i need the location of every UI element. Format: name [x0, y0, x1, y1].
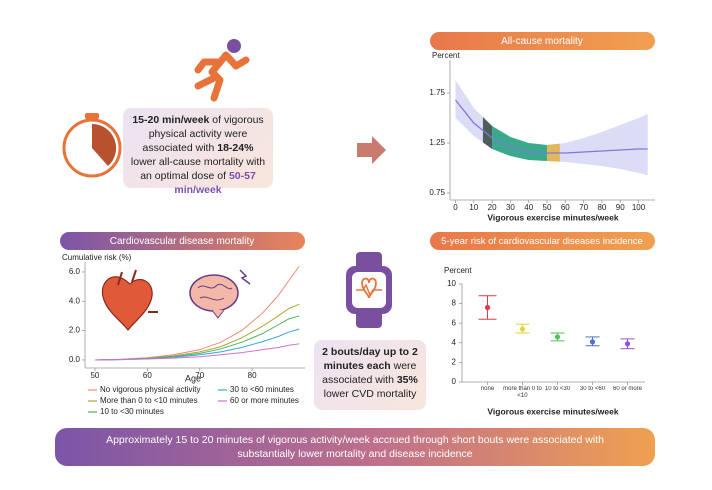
legend-label: No vigorous physical activity	[100, 385, 200, 394]
legend-label: 60 or more minutes	[230, 396, 299, 405]
x-tick-label: 30 to <60	[579, 386, 606, 392]
text: lower all-cause mortality with an optima…	[130, 156, 266, 182]
highlight-text: 18-24%	[217, 142, 254, 154]
x-tick-label: 90	[616, 203, 625, 212]
title-pill	[60, 232, 305, 250]
chart-title: All-cause mortality	[501, 36, 583, 47]
y-tick-label: 10	[447, 279, 456, 288]
y-tick-label: 1.75	[429, 88, 445, 97]
x-tick-label: 50	[543, 203, 552, 212]
x-tick-label: 80	[248, 371, 257, 380]
x-tick-label: 100	[632, 203, 646, 212]
highlight-text: 15-20 min/week	[132, 114, 210, 126]
line	[94, 343, 300, 361]
category-label-box: more than 0 to <10	[503, 386, 542, 399]
x-tick-label: 0	[453, 203, 458, 212]
legend-label: 10 to <30 minutes	[100, 407, 164, 416]
legend-label: 30 to <60 minutes	[230, 385, 294, 394]
y-axis-label: Percent	[432, 51, 460, 60]
y-tick-label: 0.75	[429, 188, 445, 197]
point	[519, 326, 526, 332]
y-tick-label: 1.25	[429, 138, 445, 147]
line	[454, 99, 648, 154]
point	[554, 334, 561, 340]
x-tick-label: 50	[90, 371, 99, 380]
brain-icon	[189, 269, 251, 319]
x-tick-label: 60	[561, 203, 570, 212]
y-tick-label: 4.0	[69, 296, 81, 305]
chart-title: Cardiovascular disease mortality	[110, 236, 255, 247]
summary-box: 15-20 min/week of vigorous physical acti…	[123, 108, 273, 196]
y-tick-label: 0	[452, 377, 457, 386]
category-label-box: none	[480, 386, 495, 392]
x-tick-label: 40	[524, 203, 533, 212]
x-tick-label: 10 to <30	[544, 386, 571, 392]
category-label-box: 60 or more	[612, 386, 642, 392]
y-tick-label: 0.0	[69, 355, 81, 364]
title-pill	[430, 232, 655, 250]
line	[94, 328, 300, 361]
y-tick-label: 8	[452, 299, 457, 308]
y-tick-label: 6	[452, 318, 457, 327]
y-tick-label: 2	[452, 358, 457, 367]
heart-icon	[101, 269, 158, 331]
x-tick-label: 70	[579, 203, 588, 212]
plot-area	[94, 265, 300, 361]
text: of vigorous physical activity were assoc…	[142, 114, 264, 154]
x-tick-label: 60	[143, 371, 152, 380]
banner-bg	[55, 428, 655, 466]
plot-area	[454, 80, 648, 175]
x-tick-label: 80	[597, 203, 606, 212]
watch-icon	[346, 252, 392, 328]
highlight-text: 35%	[396, 374, 418, 386]
point	[484, 304, 491, 311]
y-tick-label: 2.0	[69, 326, 81, 335]
runner-icon	[194, 39, 250, 102]
x-axis-label: Vigorous exercise minutes/week	[487, 212, 618, 222]
category-label-box: 10 to <30	[544, 386, 571, 392]
arrow	[357, 136, 386, 164]
text: lower CVD mortality	[323, 388, 417, 400]
point	[589, 339, 596, 345]
x-tick-label: more than 0 to <10	[503, 386, 542, 399]
y-tick-label: 6.0	[69, 267, 81, 276]
banner-text: Approximately 15 to 20 minutes of vigoro…	[106, 434, 604, 460]
x-axis-label: Age	[185, 373, 201, 383]
chart-title: 5-year risk of cardiovascular diseases i…	[441, 236, 643, 247]
stopwatch-icon	[62, 113, 122, 178]
category-label-box: 30 to <60	[579, 386, 606, 392]
x-tick-label: 60 or more	[612, 386, 642, 392]
text: were associated with	[322, 360, 417, 386]
x-tick-label: none	[480, 386, 495, 392]
x-axis-label: Vigorous exercise minutes/week	[487, 406, 618, 416]
legend-label: More than 0 to <10 minutes	[100, 396, 198, 405]
x-tick-label: 70	[195, 371, 204, 380]
y-axis-label: Percent	[444, 266, 472, 275]
y-axis-label: Cumulative risk (%)	[62, 253, 132, 262]
title-pill	[430, 32, 655, 50]
x-tick-label: 30	[506, 203, 515, 212]
highlight-text: 2 bouts/day up to 2 minutes each	[322, 346, 418, 372]
highlight-text: 50-57 min/week	[174, 170, 256, 196]
summary-box: 2 bouts/day up to 2 minutes each were as…	[314, 340, 426, 410]
y-tick-label: 4	[452, 338, 457, 347]
x-tick-label: 10	[469, 203, 478, 212]
x-tick-label: 20	[488, 203, 497, 212]
highlight-range	[482, 117, 493, 149]
point	[624, 341, 631, 347]
